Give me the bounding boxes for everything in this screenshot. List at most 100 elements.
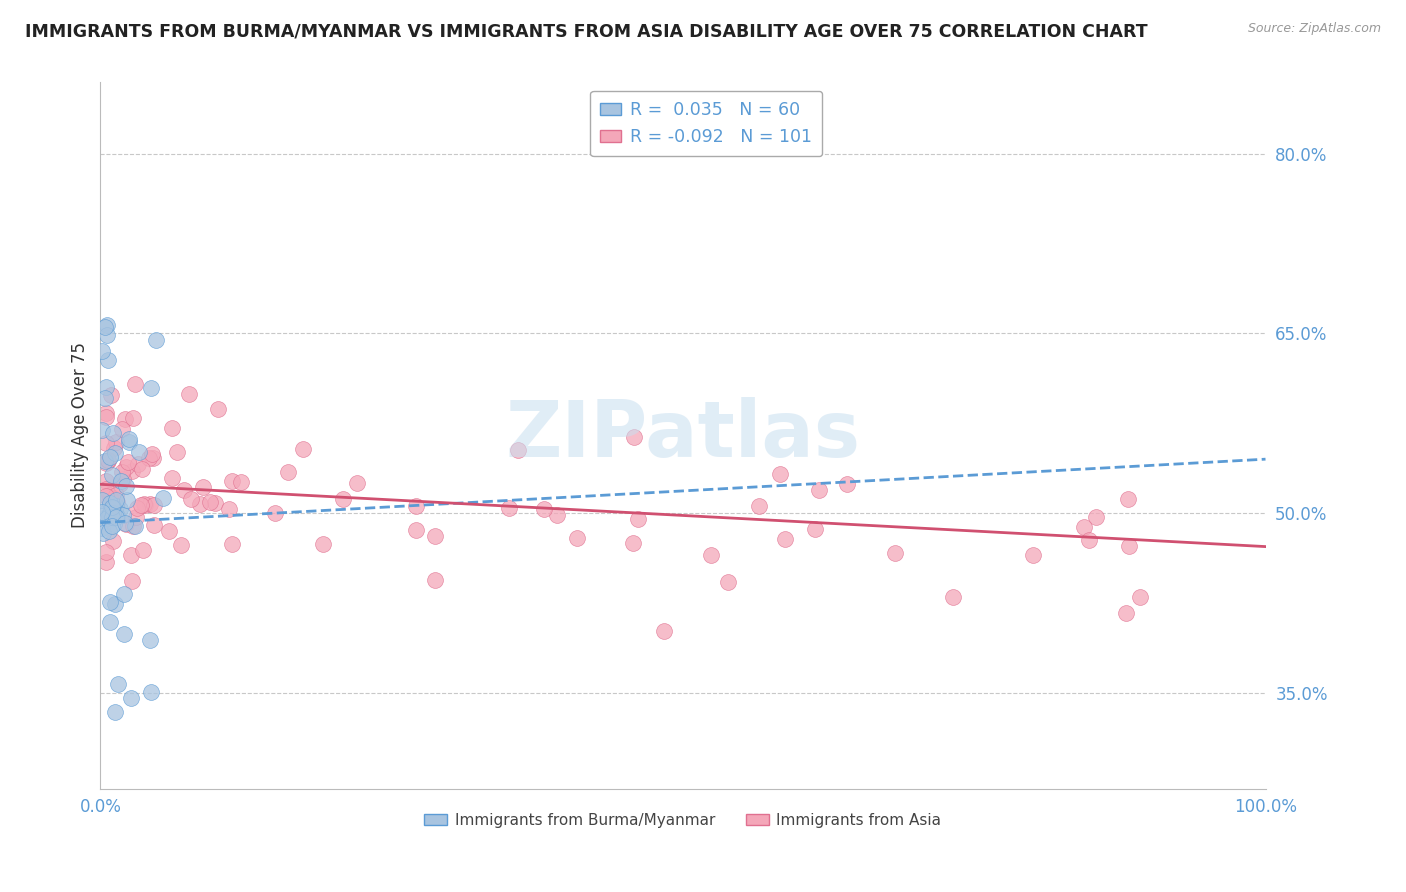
Immigrants from Burma/Myanmar xyxy=(93,391,115,405)
Immigrants from Asia xyxy=(96,452,118,467)
Immigrants from Burma/Myanmar xyxy=(105,509,128,524)
Immigrants from Asia xyxy=(883,546,905,560)
Immigrants from Burma/Myanmar xyxy=(98,615,121,629)
Immigrants from Asia xyxy=(311,537,333,551)
Immigrants from Burma/Myanmar xyxy=(90,492,112,507)
Immigrants from Burma/Myanmar xyxy=(100,510,122,524)
Immigrants from Asia xyxy=(1085,510,1108,524)
Immigrants from Burma/Myanmar xyxy=(105,508,128,523)
Immigrants from Asia xyxy=(170,537,193,551)
Immigrants from Burma/Myanmar xyxy=(139,633,162,648)
Immigrants from Asia xyxy=(1022,548,1045,562)
Immigrants from Asia xyxy=(332,492,354,507)
Immigrants from Burma/Myanmar xyxy=(115,479,138,493)
Immigrants from Asia xyxy=(105,494,128,508)
Immigrants from Burma/Myanmar xyxy=(97,352,120,367)
Immigrants from Burma/Myanmar xyxy=(93,525,115,540)
Immigrants from Asia xyxy=(654,624,676,639)
Immigrants from Asia xyxy=(104,488,127,502)
Immigrants from Asia xyxy=(546,508,568,523)
Immigrants from Asia xyxy=(218,502,240,516)
Immigrants from Burma/Myanmar xyxy=(94,379,117,393)
Immigrants from Burma/Myanmar xyxy=(96,327,118,342)
Immigrants from Asia xyxy=(111,465,134,479)
Immigrants from Asia xyxy=(748,499,770,513)
Text: Source: ZipAtlas.com: Source: ZipAtlas.com xyxy=(1247,22,1381,36)
Immigrants from Burma/Myanmar xyxy=(101,468,124,483)
Immigrants from Asia xyxy=(1129,590,1152,604)
Immigrants from Asia xyxy=(96,482,118,496)
Immigrants from Asia xyxy=(423,573,446,587)
Immigrants from Burma/Myanmar xyxy=(120,690,142,705)
Immigrants from Burma/Myanmar xyxy=(98,595,121,609)
Immigrants from Asia xyxy=(221,474,243,488)
Immigrants from Asia xyxy=(103,441,125,455)
Immigrants from Asia xyxy=(134,499,156,513)
Immigrants from Asia xyxy=(180,492,202,507)
Immigrants from Asia xyxy=(131,499,153,513)
Immigrants from Burma/Myanmar xyxy=(96,510,118,524)
Immigrants from Asia xyxy=(132,542,155,557)
Immigrants from Asia xyxy=(198,495,221,509)
Immigrants from Asia xyxy=(623,430,645,444)
Immigrants from Asia xyxy=(506,443,529,458)
Y-axis label: Disability Age Over 75: Disability Age Over 75 xyxy=(72,343,89,528)
Immigrants from Burma/Myanmar xyxy=(111,508,134,523)
Immigrants from Asia xyxy=(96,474,118,488)
Immigrants from Burma/Myanmar xyxy=(104,597,127,611)
Immigrants from Burma/Myanmar xyxy=(94,454,117,468)
Immigrants from Burma/Myanmar xyxy=(139,685,162,699)
Immigrants from Burma/Myanmar xyxy=(124,518,146,533)
Immigrants from Burma/Myanmar xyxy=(115,492,138,507)
Immigrants from Burma/Myanmar xyxy=(98,450,121,464)
Immigrants from Asia xyxy=(773,532,796,546)
Immigrants from Asia xyxy=(127,457,149,471)
Immigrants from Asia xyxy=(143,498,166,512)
Immigrants from Burma/Myanmar xyxy=(96,318,118,333)
Immigrants from Asia xyxy=(204,496,226,510)
Immigrants from Burma/Myanmar xyxy=(152,491,174,505)
Immigrants from Asia xyxy=(124,376,146,391)
Immigrants from Burma/Myanmar xyxy=(90,521,112,535)
Immigrants from Asia xyxy=(533,502,555,516)
Immigrants from Burma/Myanmar xyxy=(101,500,124,515)
Immigrants from Asia xyxy=(160,420,183,434)
Immigrants from Burma/Myanmar xyxy=(103,517,125,532)
Immigrants from Asia xyxy=(498,500,520,515)
Immigrants from Burma/Myanmar xyxy=(107,677,129,691)
Immigrants from Asia xyxy=(96,554,118,568)
Immigrants from Asia xyxy=(769,467,792,482)
Immigrants from Asia xyxy=(173,483,195,498)
Immigrants from Burma/Myanmar xyxy=(96,504,118,518)
Immigrants from Asia xyxy=(138,451,160,466)
Immigrants from Burma/Myanmar xyxy=(145,333,167,347)
Immigrants from Burma/Myanmar xyxy=(128,445,150,459)
Immigrants from Burma/Myanmar xyxy=(100,506,122,520)
Immigrants from Burma/Myanmar xyxy=(104,705,127,719)
Immigrants from Asia xyxy=(1077,533,1099,548)
Immigrants from Asia xyxy=(565,531,588,545)
Immigrants from Asia xyxy=(97,488,120,502)
Immigrants from Burma/Myanmar xyxy=(112,627,135,641)
Immigrants from Asia xyxy=(1115,606,1137,620)
Immigrants from Asia xyxy=(131,462,153,476)
Immigrants from Asia xyxy=(1116,492,1139,507)
Immigrants from Asia xyxy=(423,528,446,542)
Immigrants from Asia xyxy=(346,475,368,490)
Immigrants from Burma/Myanmar xyxy=(110,475,132,489)
Immigrants from Asia xyxy=(104,434,127,449)
Immigrants from Burma/Myanmar xyxy=(101,508,124,523)
Immigrants from Asia xyxy=(117,455,139,469)
Immigrants from Burma/Myanmar xyxy=(101,425,124,440)
Immigrants from Asia xyxy=(621,536,644,550)
Immigrants from Asia xyxy=(277,465,299,479)
Immigrants from Asia xyxy=(264,506,287,520)
Immigrants from Asia xyxy=(142,450,165,465)
Text: IMMIGRANTS FROM BURMA/MYANMAR VS IMMIGRANTS FROM ASIA DISABILITY AGE OVER 75 COR: IMMIGRANTS FROM BURMA/MYANMAR VS IMMIGRA… xyxy=(25,22,1147,40)
Immigrants from Burma/Myanmar xyxy=(91,505,114,519)
Immigrants from Asia xyxy=(96,410,118,425)
Immigrants from Asia xyxy=(177,387,200,401)
Immigrants from Asia xyxy=(700,548,723,562)
Legend: Immigrants from Burma/Myanmar, Immigrants from Asia: Immigrants from Burma/Myanmar, Immigrant… xyxy=(419,806,948,834)
Immigrants from Burma/Myanmar xyxy=(90,343,112,358)
